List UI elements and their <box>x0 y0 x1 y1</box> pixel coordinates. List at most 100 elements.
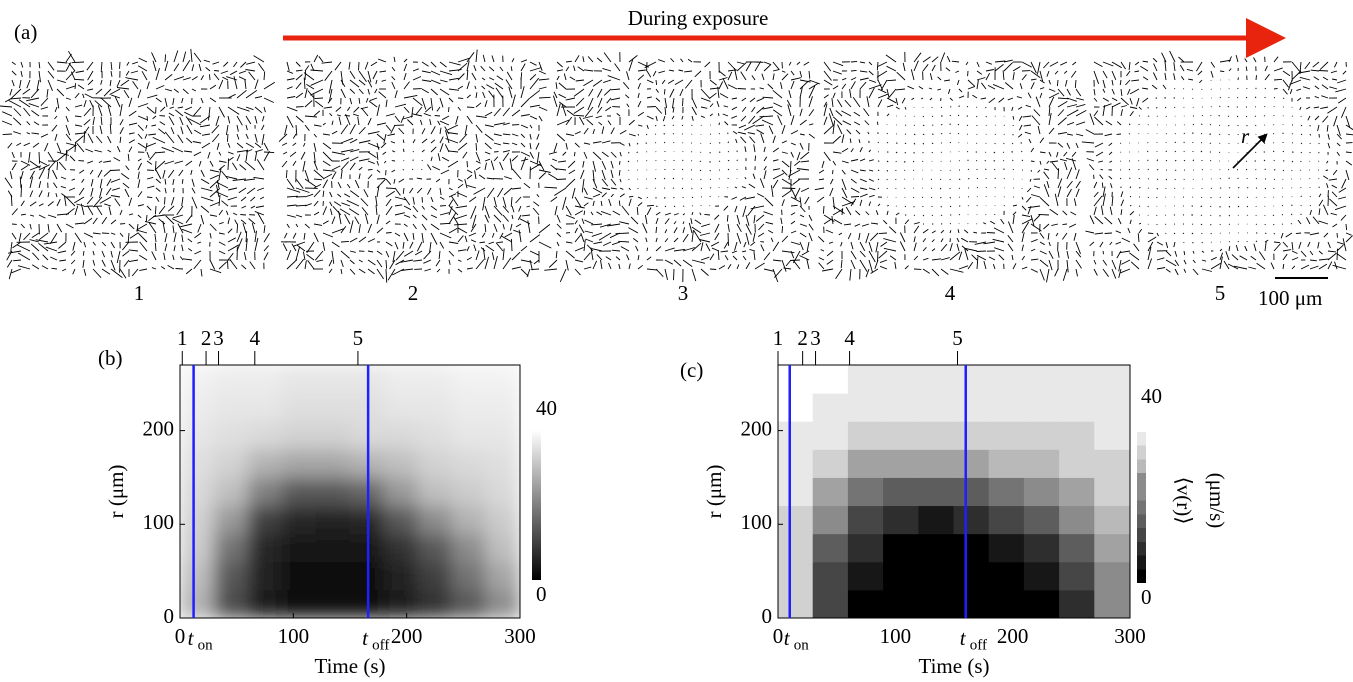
heatmap-cell <box>1094 393 1130 422</box>
velocity-vector <box>768 84 773 89</box>
velocity-vector <box>1335 206 1346 210</box>
velocity-vector <box>869 260 873 273</box>
velocity-vector <box>628 228 638 233</box>
velocity-vector <box>336 107 341 112</box>
velocity-vector <box>1228 116 1229 117</box>
velocity-vector <box>123 183 129 188</box>
velocity-vector <box>61 194 66 198</box>
velocity-vector <box>500 233 503 239</box>
velocity-vector <box>1105 233 1112 234</box>
velocity-vector <box>48 71 54 78</box>
heatmap-cell <box>214 561 249 590</box>
velocity-vector <box>132 269 138 276</box>
velocity-vector <box>156 98 162 102</box>
velocity-vector <box>377 170 380 173</box>
velocity-vector <box>851 61 857 62</box>
velocity-vector <box>422 62 429 66</box>
velocity-vector <box>913 170 914 171</box>
event-label-subscript: on <box>198 637 214 653</box>
velocity-vector <box>458 86 463 89</box>
velocity-vector <box>350 124 356 134</box>
velocity-vector <box>1067 181 1073 188</box>
velocity-vector <box>663 116 665 121</box>
velocity-vector <box>883 220 887 224</box>
velocity-vector <box>301 152 305 160</box>
velocity-vector <box>1283 250 1291 251</box>
velocity-vector <box>750 137 756 143</box>
velocity-vector <box>296 125 297 136</box>
velocity-vector <box>1274 68 1283 71</box>
velocity-vector <box>1274 179 1275 180</box>
velocity-vector <box>537 134 539 140</box>
heatmap-cell <box>918 589 954 618</box>
velocity-vector <box>507 72 512 80</box>
heatmap-cell <box>452 477 487 506</box>
velocity-vector <box>476 103 481 107</box>
velocity-vector <box>539 62 542 71</box>
x-tick-label: 200 <box>391 624 423 648</box>
velocity-vector <box>1022 206 1026 210</box>
velocity-vector <box>602 152 609 157</box>
velocity-vector <box>1067 251 1069 259</box>
velocity-vector <box>1314 77 1319 80</box>
velocity-vector <box>246 143 254 148</box>
velocity-vector <box>887 98 896 103</box>
velocity-vector <box>296 83 301 89</box>
velocity-vector <box>710 80 717 85</box>
velocity-vector <box>129 147 132 152</box>
velocity-vector <box>467 82 469 90</box>
velocity-vector <box>735 187 737 188</box>
velocity-vector <box>1184 160 1185 161</box>
velocity-vector <box>773 103 782 107</box>
velocity-vector <box>623 82 629 89</box>
heatmap-cell <box>282 505 317 534</box>
velocity-vector <box>1256 125 1257 126</box>
velocity-vector <box>377 134 384 140</box>
velocity-vector <box>869 160 874 161</box>
velocity-vector <box>1142 98 1148 102</box>
velocity-vector <box>1283 71 1290 76</box>
velocity-vector <box>864 109 870 117</box>
velocity-vector <box>718 250 719 260</box>
velocity-vector <box>303 143 305 147</box>
velocity-vector <box>557 224 561 229</box>
velocity-vector <box>566 206 571 215</box>
velocity-vector <box>710 269 716 270</box>
velocity-vector <box>386 251 389 257</box>
velocity-vector <box>867 96 869 107</box>
velocity-vector <box>57 80 66 83</box>
velocity-vector <box>842 134 844 143</box>
heatmap-cell <box>316 477 351 506</box>
velocity-vector <box>88 80 93 85</box>
velocity-vector <box>1283 89 1288 94</box>
velocity-vector <box>1335 89 1346 92</box>
velocity-vector <box>1022 219 1033 224</box>
velocity-vector <box>438 121 440 125</box>
velocity-vector <box>2 112 12 116</box>
velocity-vector <box>1337 143 1340 146</box>
velocity-vector <box>1333 265 1346 269</box>
velocity-vector <box>1121 200 1124 206</box>
velocity-vector <box>621 247 629 252</box>
velocity-vector <box>404 95 417 98</box>
velocity-vector <box>977 80 978 89</box>
velocity-vector <box>896 89 905 90</box>
velocity-vector <box>1070 212 1076 215</box>
velocity-vector <box>497 242 503 243</box>
velocity-vector <box>305 116 317 117</box>
velocity-vector <box>31 89 39 98</box>
velocity-vector <box>941 258 950 260</box>
velocity-vector <box>560 269 566 282</box>
colorbar-tick-label: 40 <box>1141 384 1162 408</box>
heatmap-cell <box>282 561 317 590</box>
velocity-vector <box>1105 217 1113 224</box>
velocity-vector <box>1318 161 1319 162</box>
velocity-vector <box>84 242 86 247</box>
velocity-vector <box>1321 96 1328 98</box>
velocity-vector <box>350 139 357 143</box>
velocity-vector <box>989 257 995 260</box>
velocity-vector <box>977 196 978 197</box>
velocity-vector <box>255 152 257 161</box>
velocity-vector <box>530 164 541 170</box>
velocity-vector <box>764 166 766 170</box>
